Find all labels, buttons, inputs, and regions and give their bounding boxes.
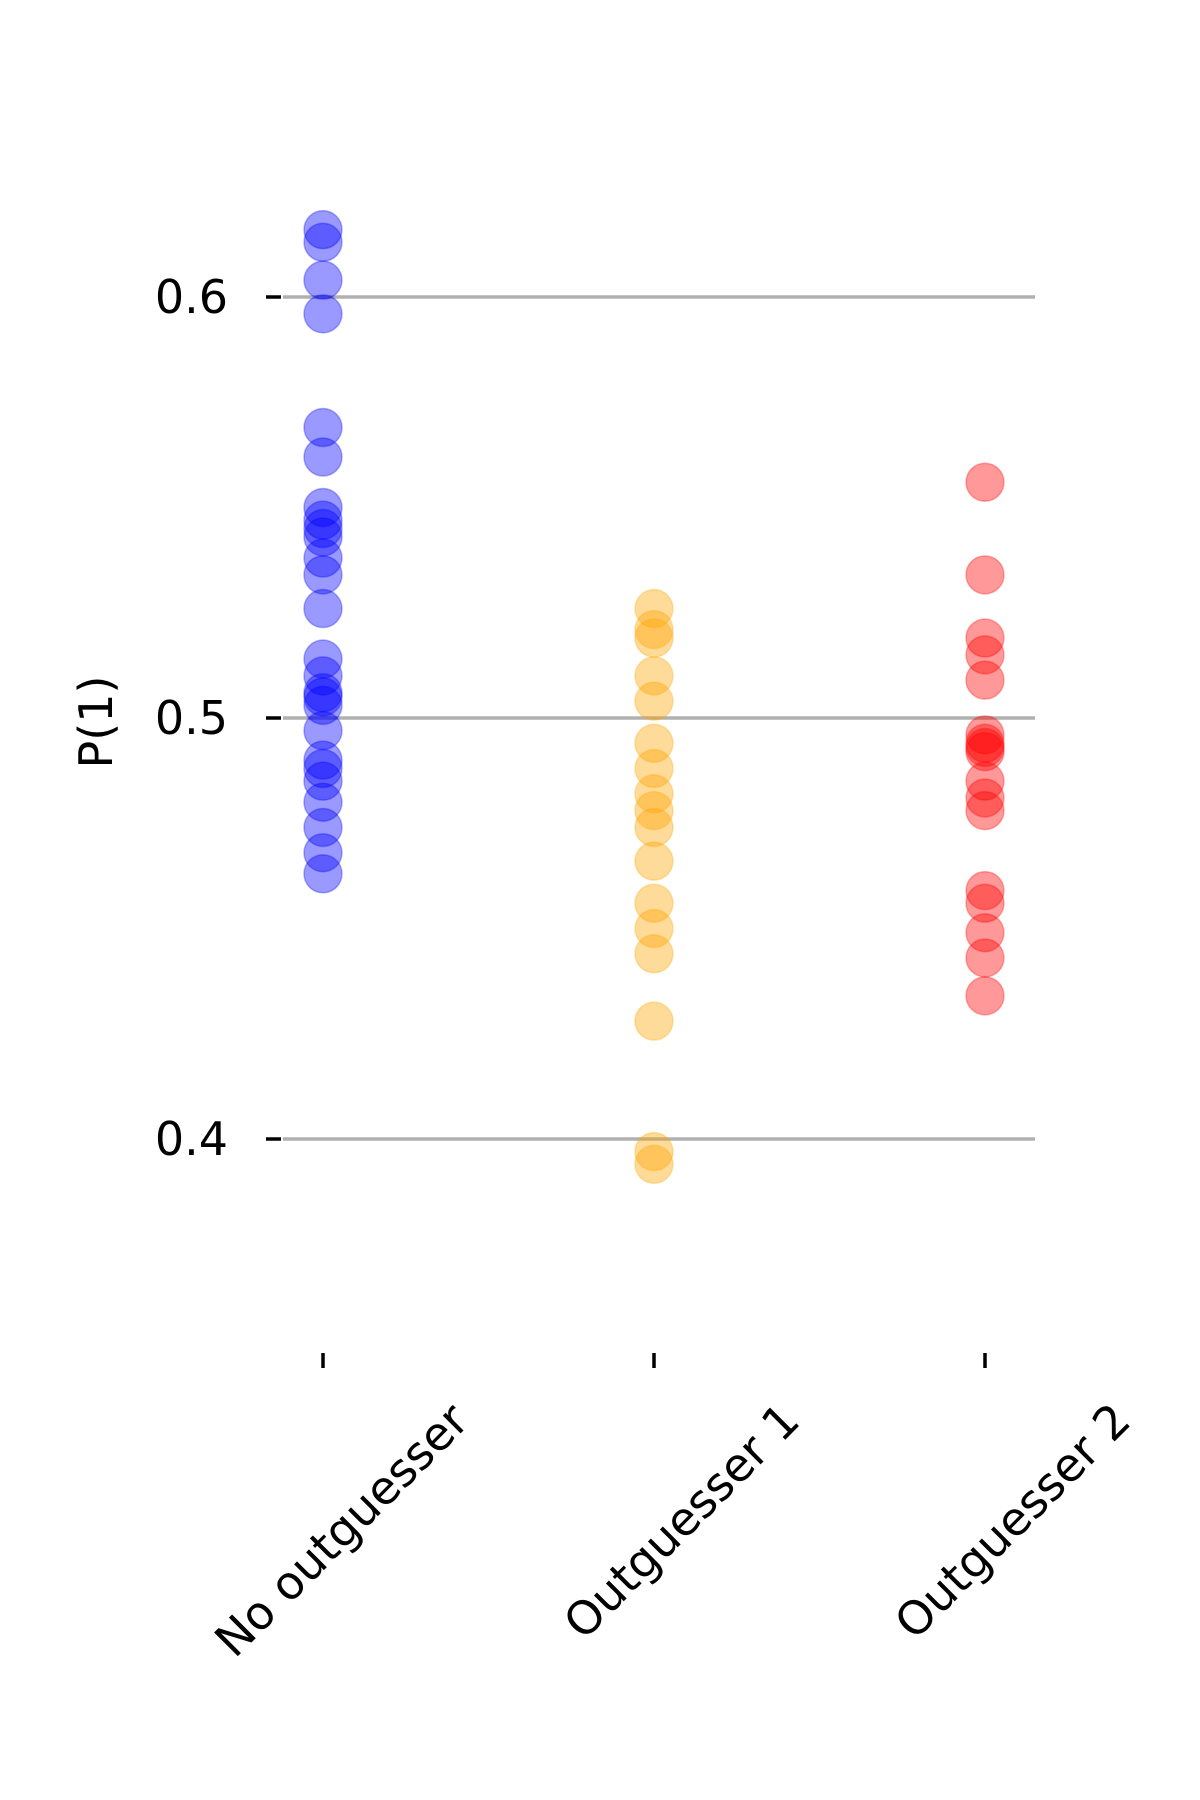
data-point bbox=[303, 854, 343, 894]
data-point bbox=[965, 790, 1005, 831]
data-point bbox=[303, 209, 343, 250]
data-point bbox=[965, 618, 1005, 658]
data-point bbox=[634, 723, 674, 764]
data-point bbox=[303, 748, 343, 789]
y-axis: 0.4 0.5 0.6 bbox=[155, 270, 281, 1166]
data-point bbox=[634, 609, 674, 650]
data-point bbox=[634, 807, 674, 848]
data-point bbox=[634, 748, 674, 789]
data-point bbox=[634, 883, 674, 923]
data-point bbox=[303, 500, 343, 540]
data-point bbox=[303, 656, 343, 696]
data-point bbox=[634, 1131, 674, 1172]
data-point bbox=[965, 883, 1005, 923]
data-point bbox=[634, 1144, 674, 1185]
data-points bbox=[303, 209, 1005, 1185]
data-point bbox=[303, 517, 343, 557]
data-point bbox=[634, 1001, 674, 1041]
data-point bbox=[965, 976, 1005, 1016]
data-point bbox=[303, 487, 343, 528]
data-point bbox=[965, 462, 1005, 502]
y-tick-label: 0.6 bbox=[155, 270, 228, 324]
data-point bbox=[634, 681, 674, 721]
data-point bbox=[965, 778, 1005, 818]
data-point bbox=[965, 635, 1005, 675]
data-point bbox=[965, 870, 1005, 911]
x-tick-label: Outguesser 1 bbox=[553, 1393, 810, 1650]
x-tick-label: Outguesser 2 bbox=[884, 1393, 1141, 1650]
data-point bbox=[303, 588, 343, 629]
data-point bbox=[965, 938, 1005, 978]
data-point bbox=[303, 508, 343, 549]
data-point bbox=[634, 908, 674, 949]
data-point bbox=[965, 761, 1005, 801]
data-point bbox=[303, 555, 343, 595]
data-point bbox=[303, 222, 343, 263]
y-tick-label: 0.5 bbox=[155, 691, 228, 745]
data-point bbox=[634, 774, 674, 814]
data-point bbox=[303, 740, 343, 780]
data-point bbox=[634, 588, 674, 629]
data-point bbox=[634, 656, 674, 696]
data-point bbox=[634, 790, 674, 831]
data-point bbox=[965, 727, 1005, 768]
data-point bbox=[303, 685, 343, 726]
data-point bbox=[303, 639, 343, 679]
data-point bbox=[303, 407, 343, 448]
gridlines bbox=[283, 295, 1035, 1141]
data-point bbox=[303, 538, 343, 578]
data-point bbox=[303, 832, 343, 873]
data-point bbox=[303, 761, 343, 801]
data-point bbox=[303, 807, 343, 848]
data-point bbox=[965, 723, 1005, 764]
x-tick-label: No outguesser bbox=[204, 1393, 479, 1668]
data-point bbox=[634, 841, 674, 881]
data-point bbox=[965, 731, 1005, 772]
data-point bbox=[965, 715, 1005, 755]
data-point bbox=[303, 260, 343, 300]
x-axis: No outguesser Outguesser 1 Outguesser 2 bbox=[204, 1353, 1141, 1667]
y-axis-label: P(1) bbox=[69, 676, 123, 769]
data-point bbox=[965, 555, 1005, 595]
data-point bbox=[634, 618, 674, 658]
data-point bbox=[303, 437, 343, 477]
data-point bbox=[303, 294, 343, 334]
data-point bbox=[634, 934, 674, 974]
data-point bbox=[965, 912, 1005, 953]
y-tick-label: 0.4 bbox=[155, 1112, 228, 1166]
data-point bbox=[965, 660, 1005, 700]
data-point bbox=[303, 782, 343, 822]
data-point bbox=[303, 710, 343, 751]
data-point bbox=[303, 672, 343, 713]
data-point bbox=[303, 677, 343, 717]
